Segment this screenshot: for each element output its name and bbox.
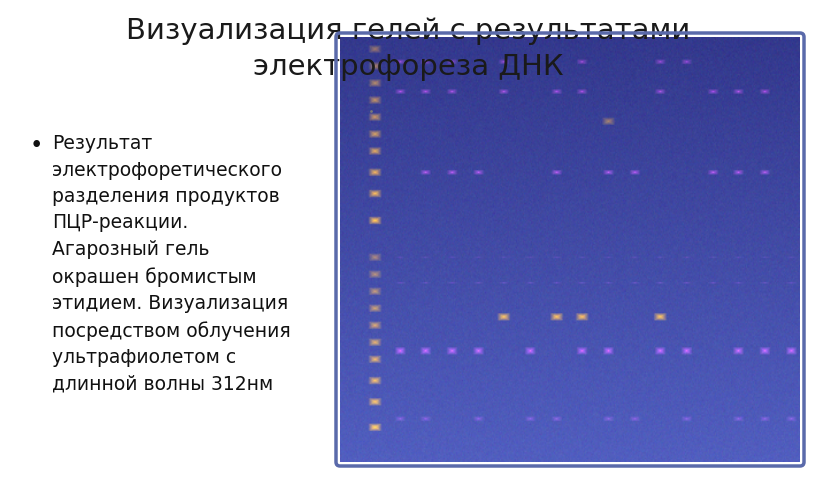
Text: •: •: [30, 134, 43, 157]
Text: Визуализация гелей с результатами
электрофореза ДНК: Визуализация гелей с результатами электр…: [126, 17, 690, 81]
Text: Результат
электрофоретического
разделения продуктов
ПЦР-реакции.
Агарозный гель
: Результат электрофоретического разделени…: [52, 134, 290, 394]
Bar: [340, 37, 800, 462]
